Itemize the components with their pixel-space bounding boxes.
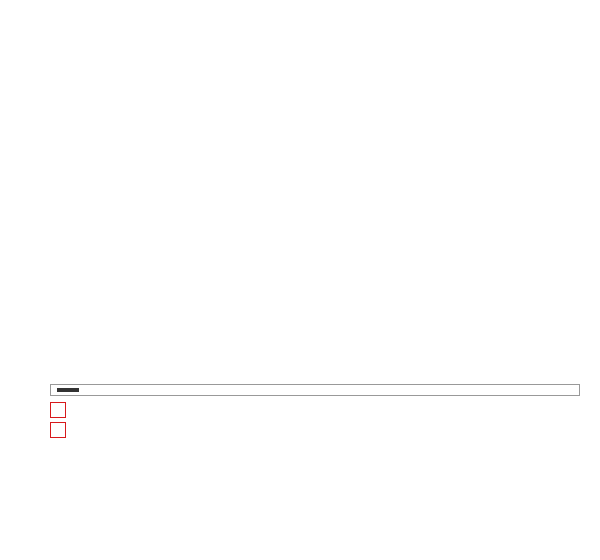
- sale-marker-2: [50, 422, 66, 438]
- chart-svg: [50, 10, 580, 380]
- sale-marker-1: [50, 402, 66, 418]
- legend-box: [50, 384, 580, 396]
- sale-row-1: [50, 402, 590, 418]
- legend-row-hpi: [57, 390, 573, 392]
- legend-swatch-2: [57, 390, 79, 392]
- chart-plot-area: [50, 10, 580, 380]
- sales-table: [50, 402, 590, 438]
- sale-row-2: [50, 422, 590, 438]
